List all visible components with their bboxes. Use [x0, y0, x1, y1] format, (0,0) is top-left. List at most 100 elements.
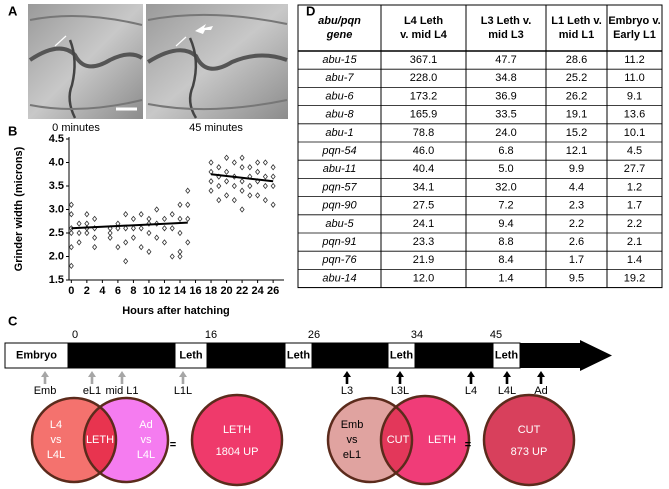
data-point: [216, 196, 222, 204]
table-cell: 2.3: [569, 200, 584, 212]
venn: L4 vs L4L LETH Ad vs L4L: [30, 396, 170, 484]
venn-label: vs: [51, 434, 63, 446]
data-point: [262, 196, 268, 204]
header-cell: L3 Leth v.: [481, 15, 532, 27]
caption: 45 minutes: [189, 122, 243, 134]
data-point: [270, 182, 276, 190]
table-cell: 11.2: [624, 54, 645, 66]
data-point: [239, 154, 245, 161]
micrograph: [28, 4, 144, 119]
table-cell: 2.2: [627, 218, 642, 230]
stage-label: Leth: [179, 349, 203, 361]
table-cell: 10.1: [624, 127, 645, 139]
table-cell: 8.4: [498, 254, 513, 266]
table-cell: 46.0: [413, 145, 434, 157]
table-cell: 21.9: [413, 254, 434, 266]
data-point: [154, 234, 160, 241]
arrow: [396, 371, 404, 384]
data-point: [239, 206, 245, 213]
table-cell: 1.7: [569, 254, 584, 266]
stage: [67, 342, 176, 369]
timeline: Embryo L1 Leth L2 Leth L3 Leth L4 Leth Adult 0 16 26…: [4, 329, 612, 397]
panel-label: A: [8, 3, 18, 18]
data-point: [169, 211, 175, 218]
venn-label: LETH: [428, 434, 456, 446]
y-tick-label: 2.0: [49, 250, 64, 262]
table-cell: 4.4: [569, 181, 584, 193]
table-cell: abu-1: [325, 127, 353, 139]
x-tick-label: 12: [158, 285, 170, 297]
timepoint-label: L4: [465, 385, 477, 397]
table-cell: abu-8: [325, 109, 354, 121]
data-point: [262, 182, 268, 190]
table-cell: 367.1: [410, 54, 438, 66]
data-point: [68, 201, 74, 208]
table-cell: 25.2: [566, 72, 587, 84]
data-point: [169, 225, 175, 232]
data-point: [224, 192, 230, 199]
x-tick-label: 24: [251, 285, 264, 297]
data-point: [231, 182, 237, 190]
table-cell: 40.4: [413, 163, 434, 175]
stage-label: L3: [344, 349, 357, 361]
arrow: [41, 371, 49, 384]
data-point: [255, 168, 261, 176]
header-cell: Embryo v.: [608, 15, 660, 27]
table-cell: 9.1: [627, 90, 642, 102]
venn-label: eL1: [343, 449, 361, 461]
stage-label: Leth: [287, 349, 311, 361]
header-cell: v. mid L4: [400, 29, 448, 41]
table-cell: 47.7: [495, 54, 516, 66]
table-cell: 23.3: [413, 236, 434, 248]
x-tick-label: 0: [68, 285, 74, 297]
trend-line: [210, 173, 274, 183]
table-cell: 27.7: [624, 163, 645, 175]
table-cell: 12.1: [566, 145, 587, 157]
y-tick-label: 3.5: [49, 180, 64, 192]
data-point: [76, 239, 82, 246]
data-point: [270, 173, 276, 180]
data-point: [177, 253, 183, 260]
table-cell: 1.2: [627, 181, 642, 193]
stage: [492, 342, 521, 369]
table-cell: 7.2: [498, 200, 513, 212]
table-cell: 34.1: [413, 181, 434, 193]
hour-label: 26: [308, 329, 320, 341]
stage: [4, 342, 69, 369]
data-point: [185, 239, 191, 246]
hour-label: 16: [205, 329, 217, 341]
table-cell: 1.4: [627, 254, 642, 266]
data-point: [123, 225, 129, 232]
data-point: [224, 168, 230, 176]
result-count: 1804 UP: [216, 446, 259, 458]
hour-label: 45: [490, 329, 502, 341]
x-tick-label: 20: [220, 285, 232, 297]
table-cell: 4.5: [627, 145, 642, 157]
table-cell: 33.5: [495, 109, 516, 121]
data-point: [161, 225, 167, 232]
hour-label: 0: [72, 329, 78, 341]
table-cell: 228.0: [410, 72, 438, 84]
table-cell: 24.1: [413, 218, 434, 230]
timepoint-label: L3: [341, 385, 353, 397]
timepoint-label: L3L: [391, 385, 409, 397]
x-axis-title: Hours after hatching: [122, 305, 230, 317]
timepoint-label: mid L1: [105, 385, 138, 397]
data-point: [216, 164, 222, 171]
arrow: [537, 371, 545, 384]
data-point: [123, 239, 129, 246]
data-point: [92, 243, 98, 251]
data-point: [239, 178, 245, 185]
header-cell: mid L3: [488, 29, 523, 41]
stage-label: L1: [115, 349, 128, 361]
data-point: [247, 192, 253, 199]
header-cell: gene: [326, 29, 353, 41]
data-point: [208, 178, 214, 185]
table-cell: 2.2: [569, 218, 584, 230]
venn-label: L4: [50, 419, 62, 431]
venn: Emb vs eL1 CUT LETH: [326, 394, 471, 486]
table-cell: abu-5: [325, 218, 354, 230]
table-cell: pqn-57: [321, 181, 357, 193]
y-tick-label: 2.5: [49, 227, 64, 239]
